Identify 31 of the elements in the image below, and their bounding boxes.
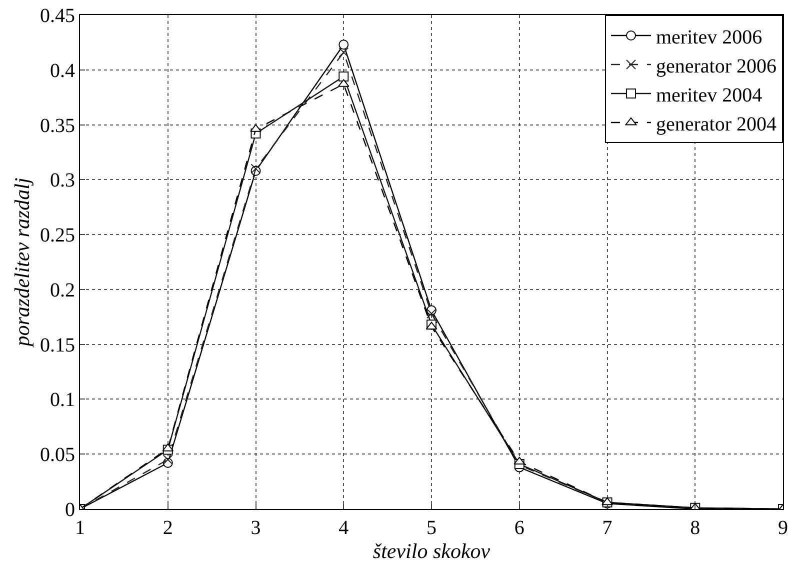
x-tick-label: 7 [602, 517, 612, 539]
point [338, 71, 349, 82]
legend-label: generator 2004 [656, 113, 777, 136]
y-tick-label: 0.05 [40, 444, 75, 466]
point [338, 47, 349, 58]
legend-label: meritev 2006 [656, 26, 762, 48]
y-tick-label: 0 [65, 499, 75, 521]
y-tick-label: 0.15 [40, 334, 75, 356]
y-tick-label: 0.3 [50, 170, 75, 192]
point [514, 456, 526, 465]
x-tick-label: 3 [250, 517, 261, 539]
y-tick-label: 0.4 [50, 60, 75, 82]
point [426, 308, 436, 319]
x-tick-label: 9 [778, 517, 788, 539]
x-tick-label: 1 [75, 517, 85, 539]
x-tick-label: 8 [690, 517, 700, 539]
x-tick-label: 4 [338, 517, 349, 539]
x-tick-label: 6 [514, 517, 524, 539]
legend-label: meritev 2004 [656, 84, 762, 106]
y-axis-title: porazdelitev razdalj [10, 178, 34, 348]
y-tick-label: 0.1 [50, 389, 75, 412]
point [338, 40, 349, 50]
y-tick-label: 0.35 [40, 114, 75, 137]
point [162, 454, 173, 465]
x-tick-label: 2 [162, 517, 173, 539]
y-tick-label: 0.2 [50, 279, 75, 302]
legend-label: generator 2006 [656, 55, 777, 78]
x-axis-title: število skokov [372, 539, 491, 563]
y-tick-label: 0.25 [40, 224, 75, 247]
x-tick-label: 5 [426, 517, 436, 539]
y-tick-label: 0.45 [40, 5, 75, 27]
